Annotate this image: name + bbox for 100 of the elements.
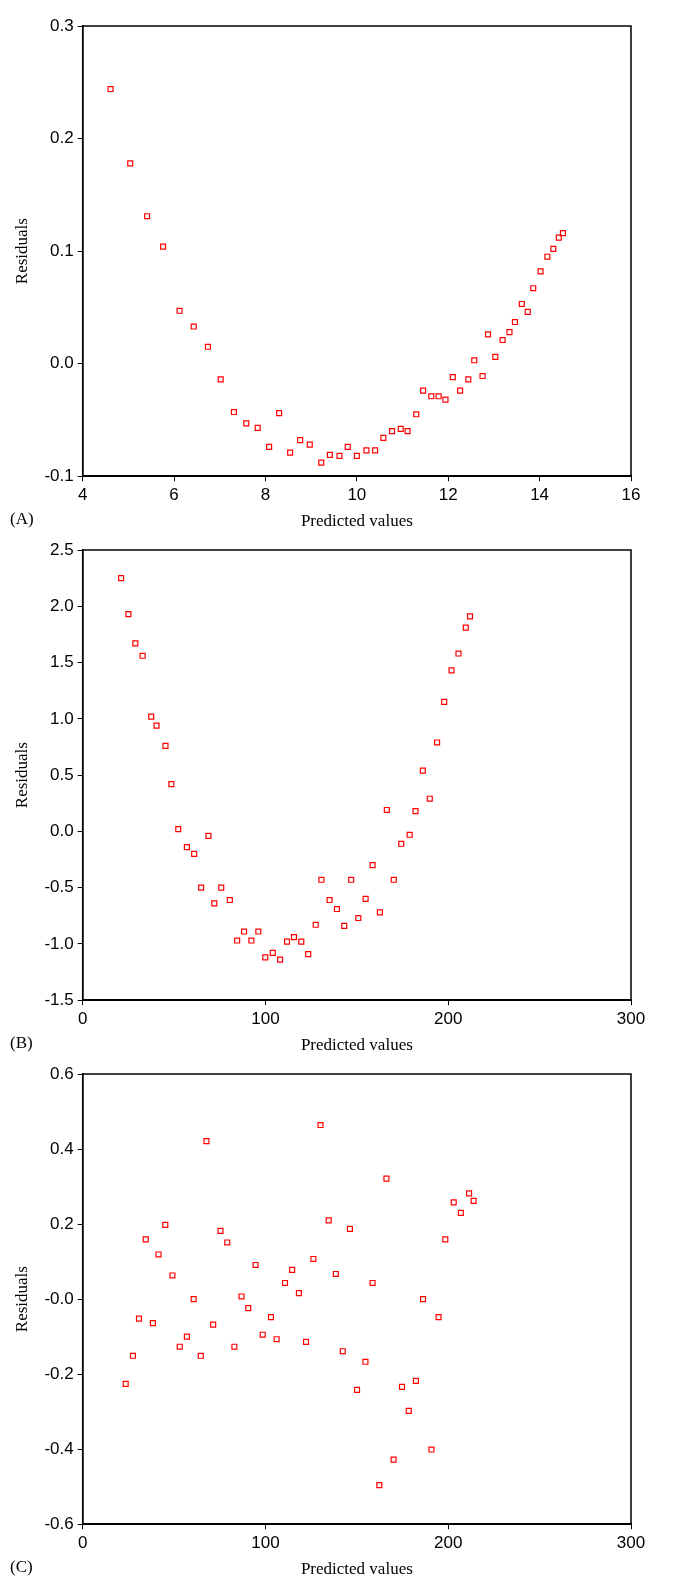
x-tick-label: 12	[438, 485, 458, 505]
point	[336, 452, 343, 460]
x-tick-label: 4	[77, 485, 88, 505]
point	[441, 698, 448, 706]
y-tick-label: 0.4	[50, 1138, 74, 1158]
y-tick-label: -0.4	[44, 1438, 74, 1458]
x-tick-label: 100	[251, 1533, 280, 1553]
y-tick-label: 0.0	[50, 353, 74, 373]
point	[455, 650, 462, 657]
point	[353, 452, 360, 460]
point	[537, 268, 544, 275]
y-tick-label: 0.5	[50, 764, 74, 784]
point	[243, 420, 250, 427]
point	[290, 934, 298, 941]
point	[205, 832, 212, 839]
point	[276, 410, 283, 417]
x-tick-label: 6	[169, 485, 179, 505]
x-axis-title: Predicted values	[300, 511, 413, 531]
point	[162, 1221, 169, 1228]
point	[511, 318, 519, 326]
point	[466, 613, 474, 620]
point	[306, 441, 313, 448]
point	[355, 914, 362, 922]
point	[544, 253, 551, 260]
point	[183, 844, 190, 851]
x-tick-label: 200	[434, 1533, 463, 1553]
point	[457, 1209, 464, 1216]
point	[125, 611, 132, 618]
text: (B)	[10, 1032, 33, 1052]
point	[144, 213, 151, 220]
y-tick-label: 1.5	[50, 652, 74, 672]
y-tick-label: 0.6	[50, 1063, 74, 1083]
x-tick-label: 14	[530, 485, 550, 505]
point	[559, 230, 566, 237]
point	[217, 376, 224, 383]
point	[169, 1272, 176, 1279]
point	[383, 1175, 390, 1182]
point	[398, 840, 405, 847]
x-tick-label: 16	[621, 485, 641, 505]
y-tick-label: -1.5	[44, 989, 74, 1009]
point	[190, 1296, 197, 1303]
x-tick-label: 100	[251, 1009, 280, 1029]
point	[398, 1383, 406, 1390]
y-axis-title: Residuals	[11, 1266, 31, 1333]
point	[259, 1331, 266, 1338]
point	[406, 831, 413, 838]
x-tick-label: 300	[616, 1009, 646, 1029]
point	[339, 1348, 346, 1355]
point	[198, 884, 205, 891]
point	[435, 1314, 442, 1321]
point	[107, 85, 114, 93]
point	[442, 396, 449, 403]
point	[435, 393, 442, 400]
point	[162, 742, 169, 749]
point	[434, 739, 441, 746]
point	[492, 353, 499, 360]
x-tick-label: 8	[260, 485, 271, 505]
point	[404, 428, 411, 435]
point	[281, 1279, 289, 1287]
point	[397, 425, 404, 432]
point	[390, 876, 397, 883]
point	[318, 876, 325, 883]
point	[419, 1296, 427, 1303]
y-tick-label: 0.2	[50, 128, 74, 148]
point	[153, 722, 160, 729]
point	[353, 1386, 361, 1393]
point	[277, 956, 284, 963]
point	[224, 1239, 231, 1246]
point	[262, 954, 269, 961]
text: (C)	[10, 1556, 33, 1576]
y-tick-label: 0.3	[50, 15, 74, 35]
x-tick-label: 0	[77, 1533, 88, 1553]
point	[176, 1343, 183, 1350]
point	[348, 876, 355, 883]
y-tick-label: 2.0	[50, 595, 74, 615]
point	[428, 393, 435, 400]
point	[217, 1227, 224, 1234]
point	[142, 1236, 149, 1243]
point	[465, 1190, 473, 1197]
point	[419, 767, 426, 774]
point	[530, 285, 537, 292]
point	[283, 938, 291, 945]
point	[376, 909, 383, 916]
point	[273, 1336, 280, 1343]
point	[363, 447, 370, 454]
point	[297, 437, 304, 444]
point	[287, 449, 294, 456]
point	[312, 921, 319, 928]
point	[248, 937, 255, 944]
point	[325, 1217, 332, 1224]
point	[369, 1279, 376, 1287]
point	[132, 640, 139, 647]
point	[135, 1315, 143, 1322]
point	[372, 447, 379, 454]
point	[524, 308, 531, 315]
y-tick-label: -0.0	[44, 1288, 74, 1308]
point	[148, 713, 155, 720]
point	[168, 781, 175, 788]
point	[471, 357, 478, 364]
point	[341, 922, 348, 929]
